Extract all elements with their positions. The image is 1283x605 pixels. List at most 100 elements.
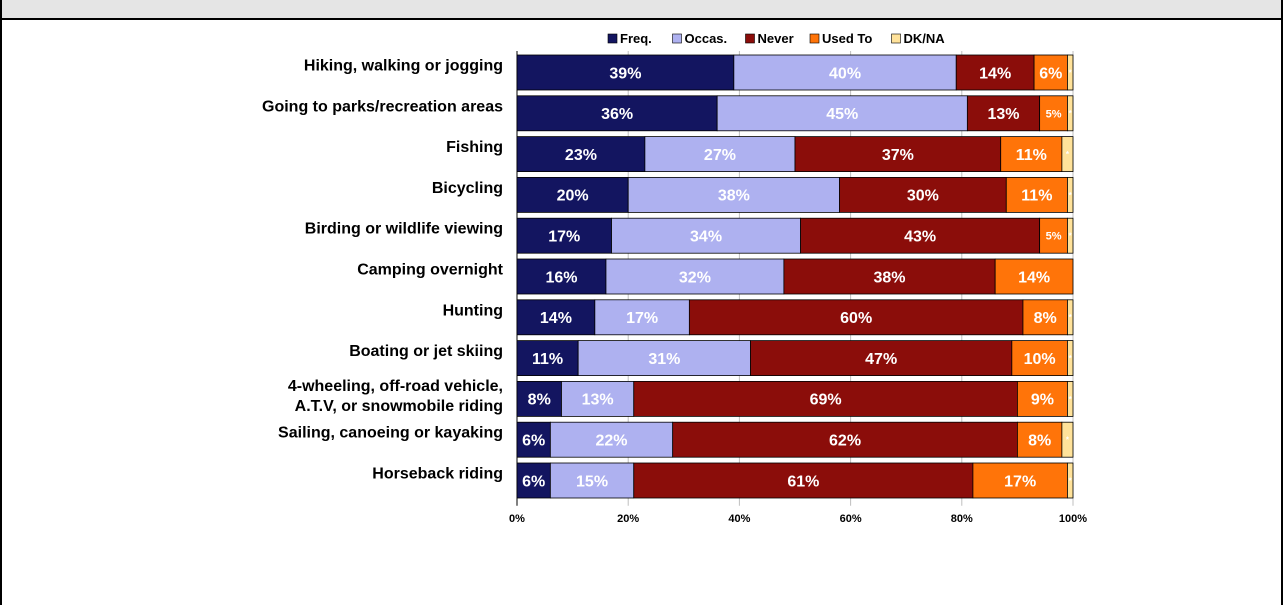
legend-swatch <box>745 33 755 44</box>
category-label: Going to parks/recreation areas <box>262 98 503 115</box>
bar-segment <box>955 54 1035 91</box>
data-label: 37% <box>882 147 914 164</box>
data-label: 6% <box>1039 65 1062 82</box>
x-tick-label: 20% <box>617 513 639 525</box>
legend-label: Never <box>758 31 794 46</box>
bar-segment <box>750 340 1013 377</box>
category-label: Camping overnight <box>357 262 503 279</box>
legend-label: DK/NA <box>904 31 946 46</box>
category-label: Hunting <box>443 302 503 319</box>
bar-segment <box>1067 217 1074 254</box>
x-tick-label: 60% <box>840 513 862 525</box>
bar-segment <box>516 217 612 254</box>
data-label: 17% <box>626 310 658 327</box>
category-label: Sailing, canoeing or kayaking <box>278 425 503 442</box>
data-label: 38% <box>874 269 906 286</box>
right-border <box>1281 0 1283 605</box>
data-label: * <box>1069 68 1073 77</box>
bar-segment <box>972 462 1068 499</box>
legend-label: Occas. <box>685 31 728 46</box>
data-label: * <box>1069 476 1073 485</box>
legend-label: Freq. <box>620 31 652 46</box>
data-label: 32% <box>679 269 711 286</box>
legend-swatch <box>672 33 682 44</box>
data-label: 11% <box>1016 147 1047 164</box>
data-label: 27% <box>704 147 736 164</box>
bar-segment <box>1067 54 1074 91</box>
legend: Freq. Occas. Never Used To DK/NA <box>607 31 946 46</box>
bar-segment <box>966 95 1041 132</box>
bar-segment <box>516 380 562 417</box>
data-label: 6% <box>522 432 545 449</box>
data-label: * <box>1066 150 1070 159</box>
data-label: 13% <box>582 392 614 409</box>
bar-segment <box>1067 299 1074 336</box>
bar-segment <box>1017 421 1063 458</box>
data-label: 5% <box>1046 231 1062 243</box>
bars: 39% 40% 14% 6% * 36% 45% 13% 5% * 23% 27% 37% 11% * 20%… <box>516 54 1074 499</box>
data-label: 31% <box>648 351 680 368</box>
data-label: 16% <box>545 269 577 286</box>
bar-segment <box>1067 176 1074 213</box>
data-label: 15% <box>576 473 608 490</box>
bar-segment <box>794 136 1002 173</box>
legend-swatch <box>809 33 820 44</box>
bar-segment <box>1039 217 1068 254</box>
x-tick-label: 40% <box>728 513 750 525</box>
bar-segment <box>800 217 1041 254</box>
data-label: 62% <box>829 432 861 449</box>
data-label: 8% <box>1034 310 1057 327</box>
legend-label: Used To <box>822 31 872 46</box>
bar-segment <box>1039 95 1068 132</box>
data-label: 39% <box>609 65 641 82</box>
data-label: 5% <box>1046 108 1062 120</box>
data-label: 11% <box>1021 188 1052 205</box>
left-border <box>0 0 2 605</box>
bar-segment <box>1000 136 1063 173</box>
bar-segment <box>688 299 1024 336</box>
data-label: 47% <box>865 351 897 368</box>
data-label: 14% <box>540 310 572 327</box>
bar-segment <box>549 421 674 458</box>
x-tick-label: 0% <box>509 513 525 525</box>
data-label: 69% <box>810 392 842 409</box>
category-label: Birding or wildlife viewing <box>305 221 503 238</box>
bar-segment <box>611 217 801 254</box>
bar-segment <box>1022 299 1068 336</box>
bar-segment <box>516 299 596 336</box>
data-label: 36% <box>601 106 633 123</box>
category-label: Hiking, walking or jogging <box>304 58 503 75</box>
legend-swatch <box>607 33 618 44</box>
bar-segment <box>1061 421 1074 458</box>
data-label: 17% <box>1004 473 1036 490</box>
data-label: * <box>1069 232 1073 241</box>
bar-segment <box>1067 462 1074 499</box>
bar-segment <box>516 95 718 132</box>
data-label: * <box>1069 354 1073 363</box>
data-label: * <box>1069 313 1073 322</box>
legend-swatch <box>891 33 901 44</box>
x-axis-ticks: 0% 20% 40% 60% 80% 100% <box>509 513 1087 525</box>
data-label: 23% <box>565 147 597 164</box>
bar-segment <box>577 340 751 377</box>
data-label: * <box>1069 109 1073 118</box>
data-label: 14% <box>979 65 1011 82</box>
bar-segment <box>1061 136 1074 173</box>
bar-segment <box>605 258 785 295</box>
data-label: 11% <box>532 351 563 368</box>
bar-segment <box>839 176 1007 213</box>
bar-segment <box>594 299 690 336</box>
bar-segment <box>733 54 957 91</box>
data-label: 38% <box>718 188 750 205</box>
x-tick-label: 80% <box>951 513 973 525</box>
data-label: 60% <box>840 310 872 327</box>
data-label: 61% <box>787 473 819 490</box>
data-label: * <box>1066 436 1070 445</box>
data-label: 40% <box>829 65 861 82</box>
bar-segment <box>1005 176 1068 213</box>
bar-segment <box>516 340 579 377</box>
data-label: 43% <box>904 228 936 245</box>
bar-segment <box>716 95 968 132</box>
